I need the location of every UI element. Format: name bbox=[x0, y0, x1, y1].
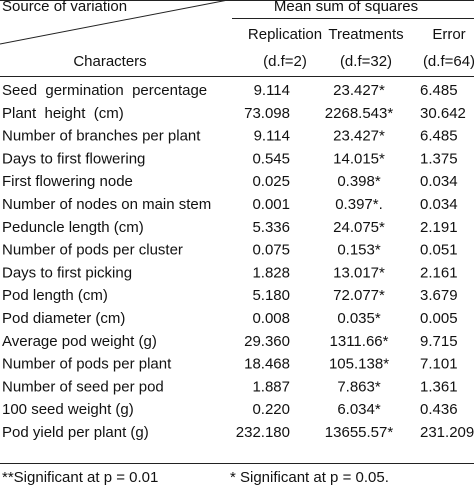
cell: 13655.57* bbox=[325, 424, 394, 441]
cell: 9.715 bbox=[420, 333, 458, 350]
cell: 1311.66* bbox=[330, 333, 389, 350]
cell: 0.025 bbox=[252, 173, 290, 190]
row-label: First flowering node bbox=[2, 173, 133, 190]
cell: 14.015* bbox=[333, 150, 385, 167]
row-label: Pod yield per plant (g) bbox=[2, 424, 149, 441]
cell: 72.077* bbox=[333, 287, 385, 304]
cell: 18.468 bbox=[244, 356, 290, 373]
cell: 232.180 bbox=[236, 424, 290, 441]
cell: 0.397*. bbox=[335, 196, 383, 213]
cell: 73.098 bbox=[244, 105, 290, 122]
cell: 0.051 bbox=[420, 242, 458, 259]
row-label: Pod length (cm) bbox=[2, 287, 108, 304]
row-label: 100 seed weight (g) bbox=[2, 401, 134, 418]
cell: 2.191 bbox=[420, 219, 458, 236]
row-label: Number of seed per pod bbox=[2, 378, 164, 395]
cell: 6.034* bbox=[337, 401, 381, 418]
cell: 1.828 bbox=[252, 264, 290, 281]
row-label: Plant height (cm) bbox=[2, 105, 124, 122]
cell: 0.545 bbox=[252, 150, 290, 167]
row-label: Number of nodes on main stem bbox=[2, 196, 211, 213]
cell: 7.863* bbox=[337, 378, 381, 395]
column-name: Replication bbox=[248, 26, 322, 43]
cell: 9.114 bbox=[254, 128, 290, 145]
row-label: Number of pods per cluster bbox=[2, 242, 183, 259]
row-label: Peduncle length (cm) bbox=[2, 219, 144, 236]
cell: 0.035* bbox=[337, 310, 381, 327]
source-header: Source of variation bbox=[2, 0, 127, 15]
column-name: Treatments bbox=[328, 26, 403, 43]
cell: 9.114 bbox=[254, 82, 290, 99]
column-df: (d.f=2) bbox=[263, 53, 307, 70]
cell: 0.153* bbox=[337, 242, 381, 259]
cell: 2.161 bbox=[420, 264, 458, 281]
cell: 5.336 bbox=[252, 219, 290, 236]
cell: 3.679 bbox=[420, 287, 458, 304]
cell: 6.485 bbox=[420, 128, 458, 145]
footnote: **Significant at p = 0.01 bbox=[2, 469, 158, 485]
column-df: (d.f=64) bbox=[423, 53, 474, 70]
row-label: Seed germination percentage bbox=[2, 82, 207, 99]
cell: 2268.543* bbox=[325, 105, 394, 122]
row-label: Days to first flowering bbox=[2, 150, 145, 167]
mean-header: Mean sum of squares bbox=[274, 0, 418, 15]
cell: 0.034 bbox=[420, 173, 458, 190]
cell: 0.075 bbox=[252, 242, 290, 259]
row-label: Pod diameter (cm) bbox=[2, 310, 125, 327]
cell: 13.017* bbox=[333, 264, 385, 281]
cell: 0.034 bbox=[420, 196, 458, 213]
characters-header: Characters bbox=[73, 53, 146, 70]
cell: 0.436 bbox=[420, 401, 458, 418]
column-name: Error bbox=[432, 26, 465, 43]
footnote: * Significant at p = 0.05. bbox=[230, 469, 389, 485]
diagonal bbox=[0, 0, 229, 45]
cell: 0.398* bbox=[337, 173, 381, 190]
cell: 0.220 bbox=[252, 401, 290, 418]
cell: 5.180 bbox=[252, 287, 290, 304]
cell: 23.427* bbox=[333, 82, 385, 99]
row-label: Number of pods per plant bbox=[2, 356, 172, 373]
row-label: Average pod weight (g) bbox=[2, 333, 157, 350]
cell: 6.485 bbox=[420, 82, 458, 99]
cell: 7.101 bbox=[420, 356, 458, 373]
cell: 1.375 bbox=[420, 150, 458, 167]
cell: 29.360 bbox=[244, 333, 290, 350]
cell: 1.887 bbox=[252, 378, 290, 395]
cell: 23.427* bbox=[333, 128, 385, 145]
cell: 0.008 bbox=[252, 310, 290, 327]
row-label: Number of branches per plant bbox=[2, 128, 201, 145]
cell: 231.209 bbox=[420, 424, 474, 441]
cell: 24.075* bbox=[333, 219, 385, 236]
row-label: Days to first picking bbox=[2, 264, 132, 281]
cell: 105.138* bbox=[329, 356, 389, 373]
cell: 0.001 bbox=[252, 196, 290, 213]
cell: 30.642 bbox=[420, 105, 466, 122]
column-df: (d.f=32) bbox=[340, 53, 392, 70]
cell: 1.361 bbox=[420, 378, 458, 395]
cell: 0.005 bbox=[420, 310, 458, 327]
